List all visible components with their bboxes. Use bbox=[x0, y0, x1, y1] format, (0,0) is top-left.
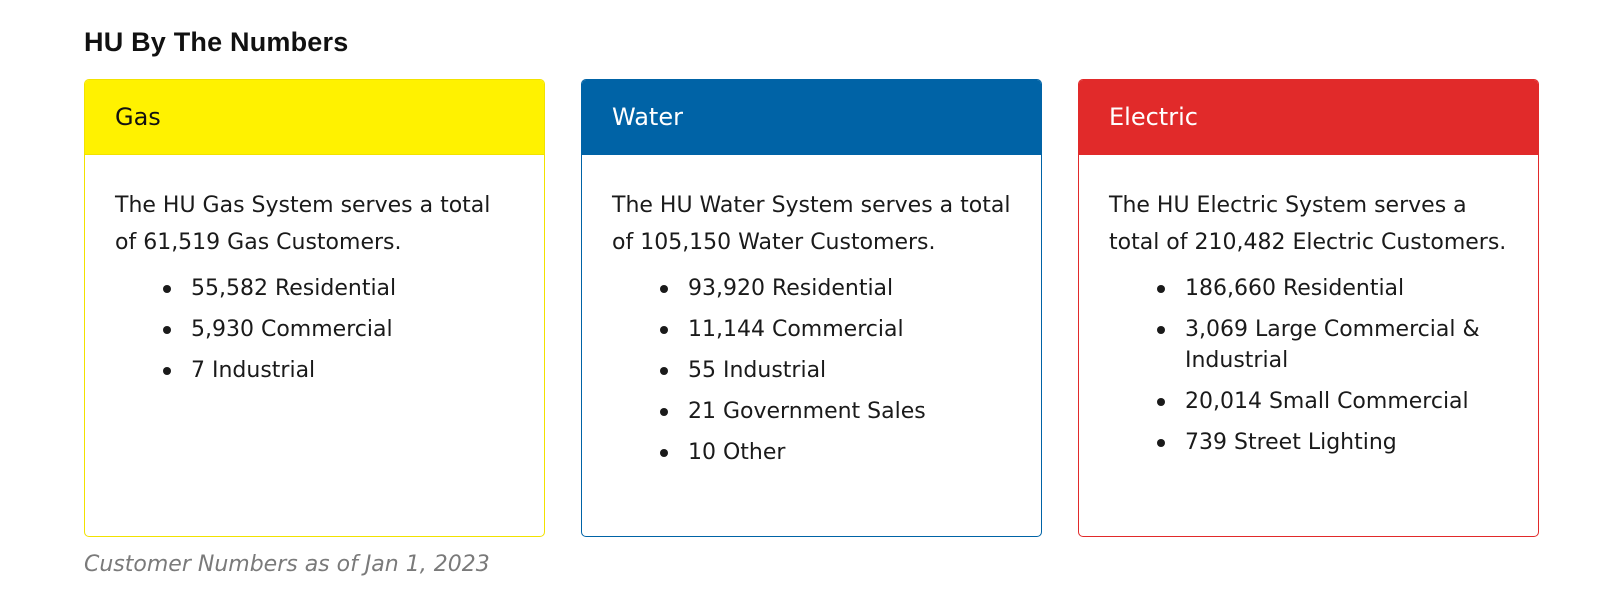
list-item-text: 20,014 Small Commercial bbox=[1185, 389, 1469, 414]
page-title: HU By The Numbers bbox=[84, 27, 349, 57]
card-body-water: The HU Water System serves a total of 10… bbox=[582, 155, 1041, 468]
list-item-text: 7 Industrial bbox=[191, 358, 316, 383]
list-item-text: 55 Industrial bbox=[688, 358, 827, 383]
card-header-electric: Electric bbox=[1079, 80, 1538, 155]
list-item: 7 Industrial bbox=[163, 355, 514, 386]
list-item: 10 Other bbox=[660, 437, 1011, 468]
bullet-icon bbox=[660, 326, 668, 334]
bullet-icon bbox=[1157, 398, 1165, 406]
card-description-gas: The HU Gas System serves a total of 61,5… bbox=[115, 193, 491, 255]
list-item: 55,582 Residential bbox=[163, 273, 514, 304]
list-item-text: 10 Other bbox=[688, 440, 786, 465]
bullet-icon bbox=[660, 367, 668, 375]
list-item-text: 3,069 Large Commercial & Industrial bbox=[1185, 317, 1480, 373]
card-title-gas: Gas bbox=[115, 103, 161, 131]
list-item-text: 93,920 Residential bbox=[688, 276, 894, 301]
utility-cards: Gas The HU Gas System serves a total of … bbox=[84, 79, 1539, 537]
footnote: Customer Numbers as of Jan 1, 2023 bbox=[84, 552, 490, 577]
list-item: 739 Street Lighting bbox=[1157, 427, 1508, 458]
bullet-icon bbox=[163, 326, 171, 334]
list-item-text: 186,660 Residential bbox=[1185, 276, 1405, 301]
card-electric: Electric The HU Electric System serves a… bbox=[1078, 79, 1539, 537]
bullet-icon bbox=[1157, 326, 1165, 334]
list-item: 93,920 Residential bbox=[660, 273, 1011, 304]
list-item-text: 55,582 Residential bbox=[191, 276, 397, 301]
list-item: 11,144 Commercial bbox=[660, 314, 1011, 345]
bullet-icon bbox=[660, 449, 668, 457]
list-item: 3,069 Large Commercial & Industrial bbox=[1157, 314, 1508, 376]
list-item: 5,930 Commercial bbox=[163, 314, 514, 345]
list-item-text: 21 Government Sales bbox=[688, 399, 926, 424]
list-item: 55 Industrial bbox=[660, 355, 1011, 386]
card-title-water: Water bbox=[612, 103, 683, 131]
list-item: 20,014 Small Commercial bbox=[1157, 386, 1508, 417]
list-item: 186,660 Residential bbox=[1157, 273, 1508, 304]
card-body-electric: The HU Electric System serves a total of… bbox=[1079, 155, 1538, 458]
card-list-water: 93,920 Residential 11,144 Commercial 55 … bbox=[612, 273, 1011, 468]
bullet-icon bbox=[660, 285, 668, 293]
card-water: Water The HU Water System serves a total… bbox=[581, 79, 1042, 537]
card-gas: Gas The HU Gas System serves a total of … bbox=[84, 79, 545, 537]
card-list-gas: 55,582 Residential 5,930 Commercial 7 In… bbox=[115, 273, 514, 386]
list-item-text: 739 Street Lighting bbox=[1185, 430, 1397, 455]
card-header-water: Water bbox=[582, 80, 1041, 155]
list-item: 21 Government Sales bbox=[660, 396, 1011, 427]
list-item-text: 11,144 Commercial bbox=[688, 317, 904, 342]
card-description-water: The HU Water System serves a total of 10… bbox=[612, 193, 1011, 255]
card-header-gas: Gas bbox=[85, 80, 544, 155]
card-title-electric: Electric bbox=[1109, 103, 1198, 131]
list-item-text: 5,930 Commercial bbox=[191, 317, 393, 342]
bullet-icon bbox=[163, 285, 171, 293]
bullet-icon bbox=[1157, 285, 1165, 293]
bullet-icon bbox=[1157, 439, 1165, 447]
bullet-icon bbox=[660, 408, 668, 416]
card-description-electric: The HU Electric System serves a total of… bbox=[1109, 193, 1507, 255]
card-body-gas: The HU Gas System serves a total of 61,5… bbox=[85, 155, 544, 386]
bullet-icon bbox=[163, 367, 171, 375]
card-list-electric: 186,660 Residential 3,069 Large Commerci… bbox=[1109, 273, 1508, 458]
